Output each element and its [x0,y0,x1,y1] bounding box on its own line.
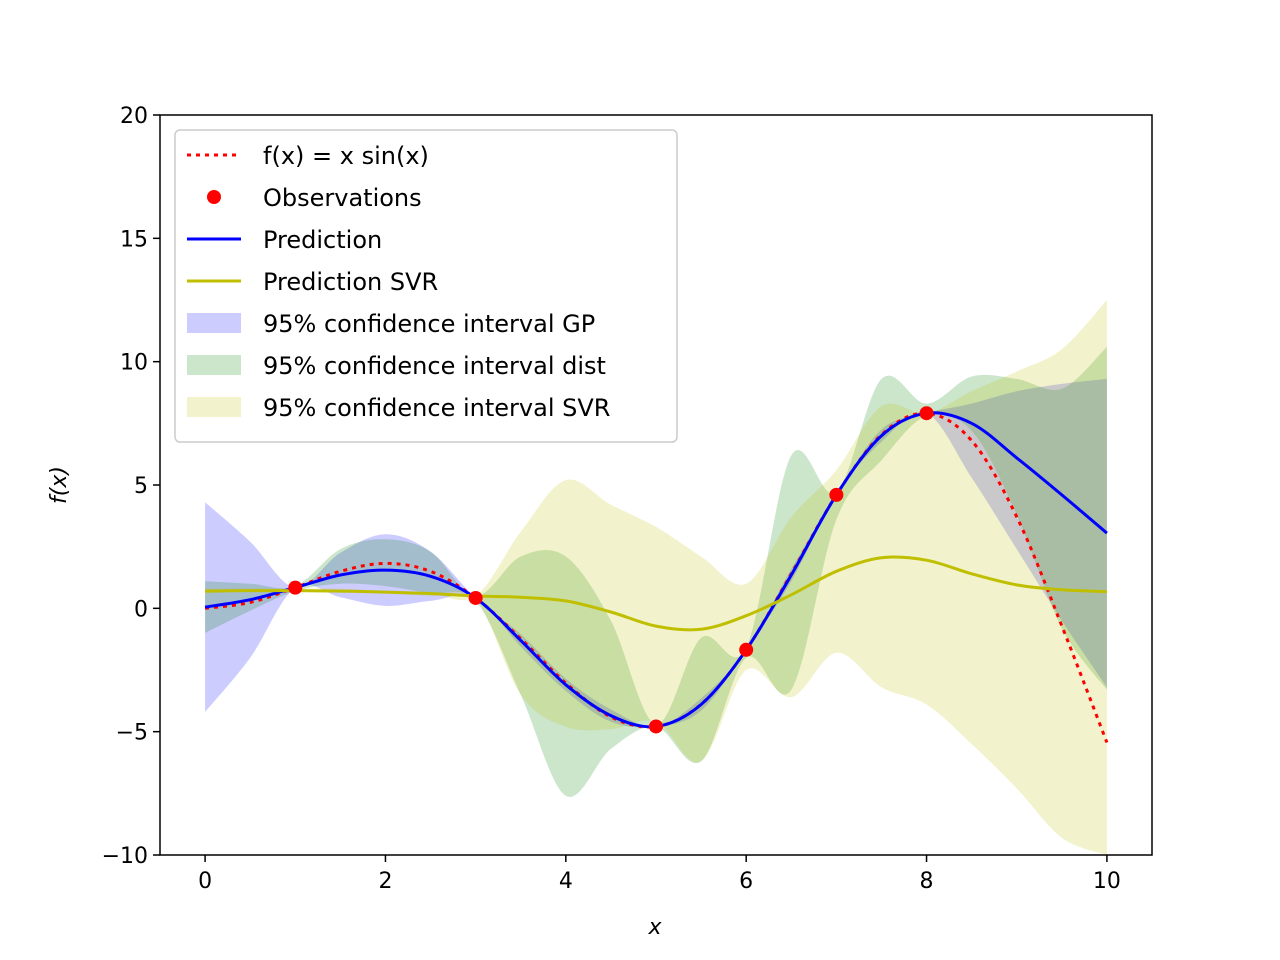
legend-item-prediction: Prediction [187,226,382,254]
legend-swatch [207,190,221,204]
legend-label: 95% confidence interval dist [263,352,606,380]
legend-swatch [187,313,241,333]
x-axis-ticks: 0 2 4 6 8 10 [198,855,1121,894]
y-tick-label: −10 [102,844,148,869]
observation-point [739,642,754,657]
legend-label: Prediction SVR [263,268,438,296]
band-95-confidence-interval-svr [205,300,1107,855]
series-line-prediction-svr [205,555,1107,632]
x-tick-label: 4 [559,869,573,894]
legend-item-95-confidence-interval-gp: 95% confidence interval GP [187,310,595,338]
x-tick-label: 8 [920,869,934,894]
legend-label: 95% confidence interval GP [263,310,595,338]
legend-label: Prediction [263,226,382,254]
legend: f(x) = x sin(x) Observations Prediction Pre… [174,129,678,443]
legend-label: f(x) = x sin(x) [263,142,429,170]
legend-item-95-confidence-interval-svr: 95% confidence interval SVR [187,394,610,422]
y-tick-label: 0 [134,597,148,622]
legend-item-observations: Observations [207,184,422,212]
legend-label: Observations [263,184,422,212]
y-tick-label: −5 [116,721,148,746]
legend-swatch [187,355,241,375]
observation-point [288,580,303,595]
legend-item-f-x-x-sin-x: f(x) = x sin(x) [187,142,429,170]
series-line-f-x-x-sin-x [204,411,1109,744]
legend-item-95-confidence-interval-dist: 95% confidence interval dist [187,352,606,380]
observation-point [468,590,483,605]
band-95-confidence-interval-dist [205,346,1107,797]
x-tick-label: 6 [739,869,753,894]
y-tick-label: 5 [134,474,148,499]
observation-point [919,406,934,421]
x-axis-label: x [647,915,662,940]
x-tick-label: 10 [1093,869,1121,894]
legend-swatch [187,397,241,417]
y-axis-label: f(x) [47,466,72,504]
legend-box [174,129,678,443]
confidence-bands [205,300,1107,855]
observation-point [649,719,663,734]
legend-label: 95% confidence interval SVR [263,394,610,422]
series-line-prediction [204,411,1108,729]
x-tick-label: 2 [378,869,392,894]
observation-points [288,406,934,734]
y-tick-label: 20 [120,104,148,129]
y-tick-label: 15 [120,227,148,252]
y-tick-label: 10 [120,351,148,376]
x-tick-label: 0 [198,869,212,894]
observation-point [829,487,844,502]
band-95-confidence-interval-gp [205,378,1107,728]
legend-item-prediction-svr: Prediction SVR [187,268,438,296]
series-lines [204,411,1109,744]
y-axis-ticks: −10 −5 0 5 10 15 20 [102,104,160,869]
